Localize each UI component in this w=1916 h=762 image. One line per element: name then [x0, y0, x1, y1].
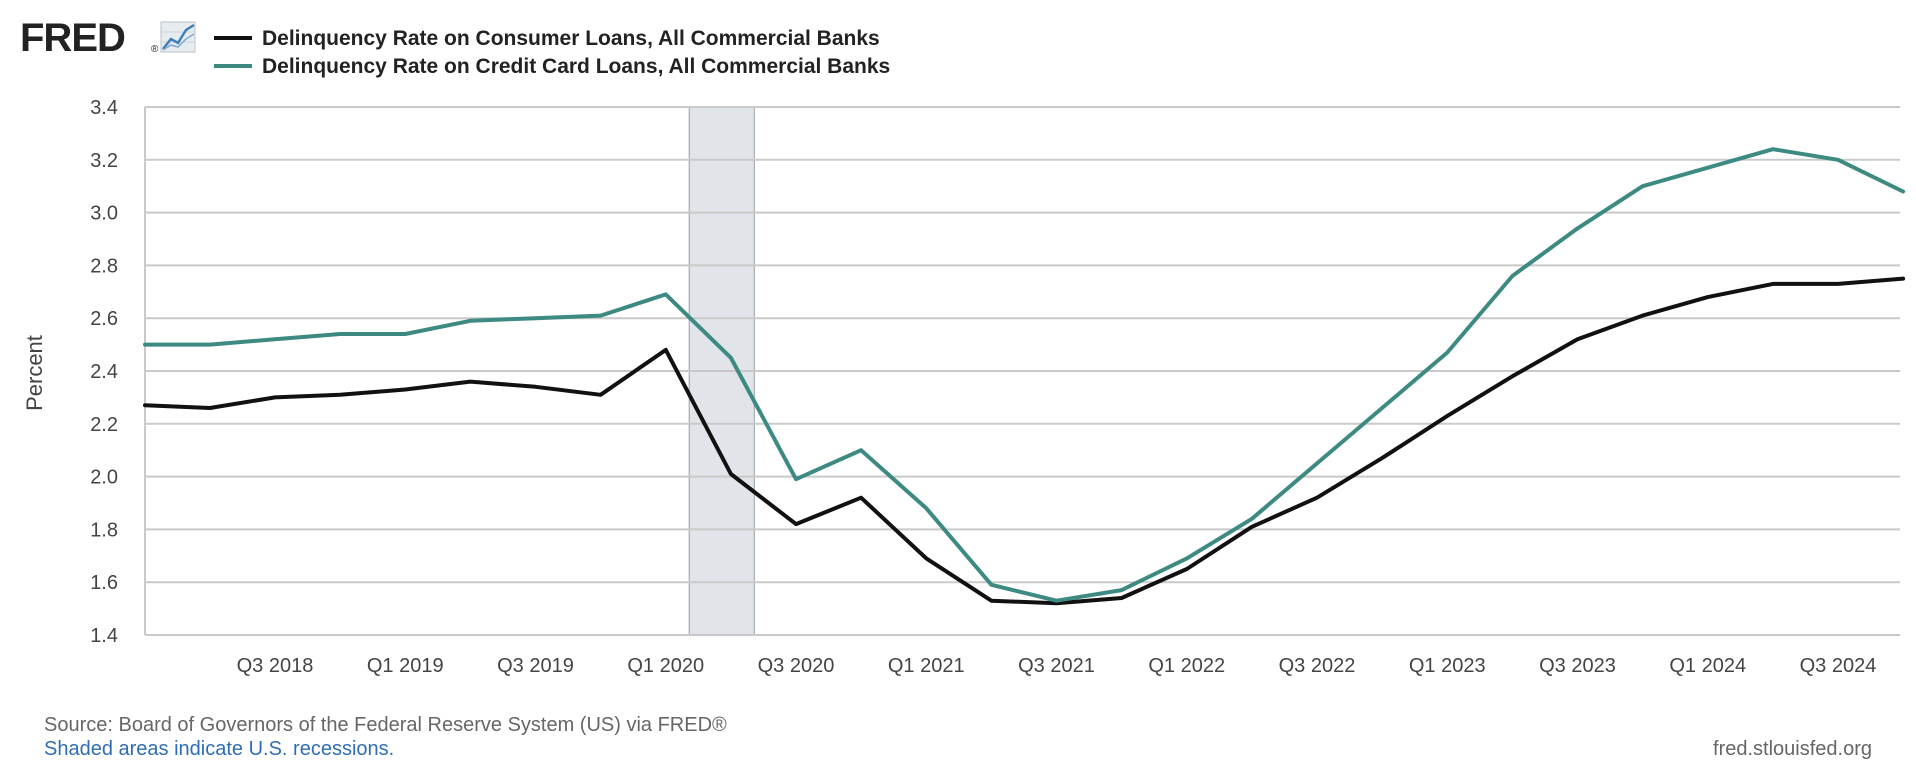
fred-logo-text: FRED [20, 16, 125, 60]
x-tick-label: Q1 2021 [888, 655, 965, 677]
fred-logo-graph-icon [160, 21, 196, 53]
y-axis-label: Percent [22, 335, 47, 411]
y-tick-label: 2.8 [90, 255, 118, 277]
fred-logo-registered: ® [151, 44, 159, 55]
x-tick-label: Q3 2024 [1800, 655, 1877, 677]
series-line-consumer [143, 276, 1906, 606]
y-tick-label: 3.2 [90, 150, 118, 172]
recession-note-link[interactable]: Shaded areas indicate U.S. recessions. [44, 738, 394, 760]
y-tick-label: 3.0 [90, 203, 118, 225]
x-tick-label: Q3 2021 [1018, 655, 1095, 677]
fred-logo[interactable]: FRED ® [20, 16, 196, 60]
source-note: Source: Board of Governors of the Federa… [44, 714, 727, 736]
y-tick-label: 1.4 [90, 625, 118, 647]
y-tick-label: 2.0 [90, 467, 118, 489]
x-tick-label: Q1 2019 [367, 655, 444, 677]
x-tick-label: Q3 2020 [758, 655, 835, 677]
x-tick-label: Q1 2024 [1669, 655, 1746, 677]
y-tick-label: 2.2 [90, 414, 118, 436]
y-tick-label: 2.4 [90, 361, 118, 383]
x-tick-label: Q3 2019 [497, 655, 574, 677]
fred-site-link[interactable]: fred.stlouisfed.org [1713, 738, 1872, 760]
x-tick-label: Q3 2022 [1279, 655, 1356, 677]
x-tick-label: Q3 2023 [1539, 655, 1616, 677]
x-tick-label: Q1 2023 [1409, 655, 1486, 677]
y-tick-label: 2.6 [90, 308, 118, 330]
y-tick-label: 3.4 [90, 97, 118, 119]
legend: Delinquency Rate on Consumer Loans, All … [214, 27, 890, 78]
x-tick-label: Q1 2020 [627, 655, 704, 677]
x-tick-label: Q1 2022 [1148, 655, 1225, 677]
x-tick-label: Q3 2018 [237, 655, 314, 677]
y-tick-label: 1.6 [90, 572, 118, 594]
legend-label-credit-card: Delinquency Rate on Credit Card Loans, A… [262, 55, 890, 78]
y-tick-label: 1.8 [90, 519, 118, 541]
series-line-credit-card [143, 147, 1906, 603]
plot-area: 1.4 1.6 1.8 2.0 2.2 2.4 2.6 2.8 3.0 3.2 3.4 Q3 2018… [90, 97, 1906, 677]
legend-label-consumer: Delinquency Rate on Consumer Loans, All … [262, 27, 880, 50]
